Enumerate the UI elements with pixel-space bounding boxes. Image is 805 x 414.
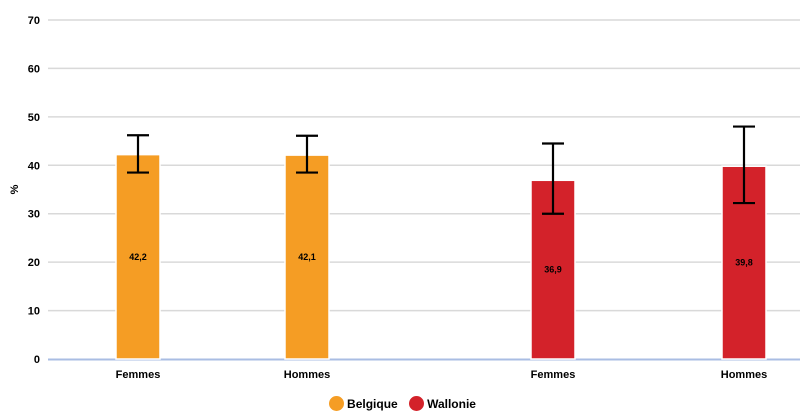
legend-swatch-belgique — [329, 396, 345, 411]
y-axis-label: % — [9, 184, 21, 194]
y-tick-label: 70 — [28, 15, 40, 27]
legend-swatch-wallonie — [409, 396, 425, 411]
bar-value-label: 36,9 — [544, 265, 562, 275]
legend-item-belgique: Belgique — [329, 396, 398, 411]
y-tick-label: 0 — [34, 354, 40, 366]
y-axis-ticks: 0 10 20 30 40 50 60 70 — [28, 15, 40, 366]
y-tick-label: 50 — [28, 112, 40, 124]
y-tick-label: 10 — [28, 306, 40, 318]
x-category-label: Femmes — [116, 369, 161, 381]
bar-belgique-hommes — [284, 154, 330, 360]
x-axis-categories: Femmes Hommes Femmes Hommes — [116, 369, 768, 381]
error-bar — [296, 134, 318, 174]
bar-value-label: 42,1 — [298, 252, 316, 262]
gridlines — [48, 19, 800, 312]
bar-value-label: 42,2 — [129, 252, 147, 262]
bars: 42,2 42,1 36,9 39,8 — [115, 125, 767, 360]
legend: Belgique Wallonie — [0, 396, 805, 414]
y-tick-label: 60 — [28, 63, 40, 75]
x-category-label: Hommes — [284, 369, 330, 381]
bar-chart: 0 10 20 30 40 50 60 70 % 42,2 42,1 36,9 39,8 Femme… — [9, 15, 800, 381]
y-tick-label: 30 — [28, 209, 40, 221]
error-bar — [542, 142, 564, 215]
y-tick-label: 20 — [28, 257, 40, 269]
error-bar — [733, 125, 755, 205]
x-category-label: Femmes — [531, 369, 576, 381]
y-tick-label: 40 — [28, 160, 40, 172]
legend-label-wallonie: Wallonie — [427, 396, 476, 411]
error-bar — [127, 134, 149, 174]
legend-label-belgique: Belgique — [347, 396, 398, 411]
x-category-label: Hommes — [721, 369, 767, 381]
legend-item-wallonie: Wallonie — [409, 396, 476, 411]
bar-value-label: 39,8 — [735, 258, 753, 268]
bar-belgique-femmes — [115, 153, 161, 360]
